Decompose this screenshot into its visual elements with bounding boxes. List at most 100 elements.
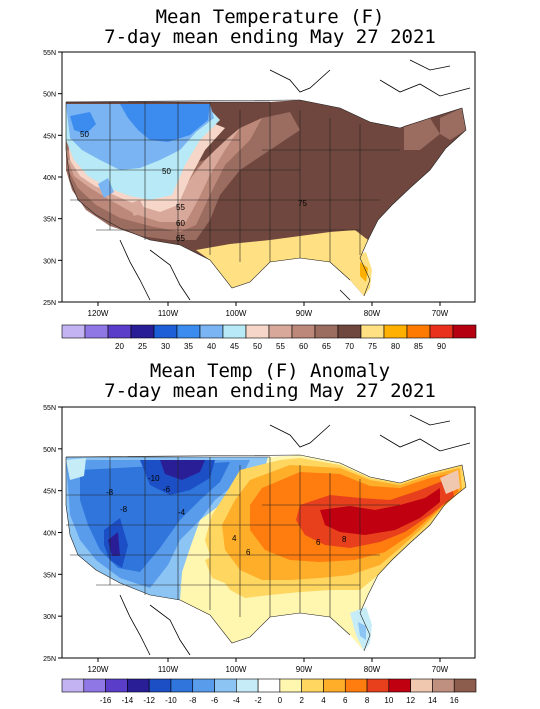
colorbar-label: 85 [414, 342, 423, 351]
colorbar-label: 2 [299, 696, 304, 705]
colorbar-label: 30 [161, 342, 170, 351]
colorbar-label: 4 [321, 696, 326, 705]
map1: 50 50 55 60 65 75 55N50N45N40N35N30N25N … [43, 50, 477, 351]
colorbar-swatch [323, 678, 346, 693]
colorbar-swatch [268, 324, 293, 339]
colorbar-label: 40 [207, 342, 216, 351]
colorbar-label: 16 [450, 696, 459, 705]
map1-contour-label: 65 [176, 234, 185, 243]
map1-temperature-field [66, 100, 466, 296]
colorbar-label: 20 [115, 342, 124, 351]
map2-contour-label: 8 [342, 535, 347, 544]
map1-contour-labels: 50 50 55 60 65 75 [80, 130, 307, 243]
colorbar-swatch [214, 678, 237, 693]
colorbar-swatch [236, 678, 259, 693]
lon-label: 80W [364, 309, 381, 318]
colorbar-swatch [410, 678, 433, 693]
colorbar-swatch [429, 324, 454, 339]
colorbar-swatch [360, 324, 385, 339]
map1-title-line1: Mean Temperature (F) [155, 6, 385, 28]
colorbar-swatch [130, 324, 155, 339]
map1-latitude-axis: 55N 50N 45N 40N 35N 30N 25N [43, 50, 62, 307]
lat-label: 40N [43, 531, 56, 538]
colorbar-label: 65 [322, 342, 331, 351]
map1-contour-label: 50 [162, 167, 171, 176]
colorbar-label: 80 [391, 342, 400, 351]
lon-label: 100W [226, 309, 247, 318]
colorbar-swatch [366, 678, 390, 693]
colorbar-label: 50 [253, 342, 262, 351]
lon-label: 100W [226, 665, 247, 674]
colorbar-label: 8 [365, 696, 370, 705]
colorbar-label: -16 [100, 696, 112, 705]
colorbar-label: 75 [368, 342, 377, 351]
colorbar-swatch [279, 678, 302, 693]
colorbar-label: -14 [122, 696, 134, 705]
colorbar-label: 14 [428, 696, 437, 705]
lat-label: 45N [43, 133, 56, 140]
lat-label: 35N [43, 217, 56, 224]
colorbar-swatch [105, 678, 128, 693]
colorbar-swatch [107, 324, 132, 339]
lat-label: 45N [43, 489, 56, 496]
lon-label: 90W [296, 309, 313, 318]
colorbar-swatch [61, 324, 86, 339]
colorbar-label: 25 [138, 342, 147, 351]
map2-contour-label: -8 [106, 488, 114, 497]
map1-state-borders [65, 99, 467, 297]
map1-contour-label: 50 [80, 130, 89, 139]
lon-label: 110W [158, 309, 179, 318]
colorbar-swatch [192, 678, 215, 693]
map2-contour-labels: -10 -6 -8 -8 -4 4 6 6 8 [106, 474, 347, 557]
lat-label: 50N [43, 447, 56, 454]
map2-contour-label: 4 [232, 534, 237, 543]
lat-label: 25N [43, 300, 56, 307]
map2-title-line1: Mean Temp (F) Anomaly [149, 360, 391, 382]
colorbar-label: -6 [211, 696, 219, 705]
colorbar-swatch [452, 324, 477, 339]
map1-title-line2: 7-day mean ending May 27 2021 [104, 26, 436, 48]
colorbar-label: -10 [165, 696, 177, 705]
colorbar-label: 35 [184, 342, 193, 351]
colorbar-swatch [337, 324, 362, 339]
colorbar-swatch [406, 324, 431, 339]
lon-label: 70W [432, 665, 449, 674]
colorbar-label: 10 [384, 696, 393, 705]
colorbar-label: 90 [437, 342, 446, 351]
map1-contour-label: 55 [176, 203, 185, 212]
colorbar-swatch [388, 678, 411, 693]
colorbar-label: -8 [189, 696, 197, 705]
colorbar-label: 12 [406, 696, 415, 705]
map2-contour-label: -8 [120, 505, 128, 514]
lat-label: 30N [43, 614, 56, 621]
lat-label: 25N [43, 656, 56, 663]
colorbar-swatch [453, 678, 477, 693]
colorbar-swatch [291, 324, 316, 339]
colorbar-swatch [176, 324, 201, 339]
colorbar-swatch [245, 324, 270, 339]
colorbar-label: 70 [345, 342, 354, 351]
colorbar-swatch [83, 678, 106, 693]
map2-contour-label: -10 [148, 474, 160, 483]
map1-contour-label: 75 [298, 199, 307, 208]
lon-label: 120W [88, 665, 109, 674]
colorbar-label: 60 [299, 342, 308, 351]
map2-colorbar: -16 -14 -12 -10 -8 -6 -4 -2 0 2 4 6 8 10 12 14 16 [61, 678, 477, 705]
colorbar-label: -4 [233, 696, 241, 705]
map1-contour-label: 60 [176, 219, 185, 228]
colorbar-label: 45 [230, 342, 239, 351]
map2-contour-label: -4 [178, 508, 186, 517]
colorbar-swatch [432, 678, 455, 693]
lat-label: 35N [43, 572, 56, 579]
map2-longitude-axis: 120W 110W 100W 90W 80W 70W [88, 658, 449, 674]
colorbar-swatch [170, 678, 194, 693]
map2-contour-label: 6 [316, 538, 321, 547]
colorbar-swatch [222, 324, 247, 339]
map2: -10 -6 -8 -8 -4 4 6 6 8 55N 50N 45N 40N 35N 3… [43, 405, 477, 705]
lat-label: 40N [43, 175, 56, 182]
map2-latitude-axis: 55N 50N 45N 40N 35N 30N 25N [43, 405, 62, 663]
colorbar-swatch [148, 678, 172, 693]
colorbar-swatch [61, 678, 85, 693]
lat-label: 30N [43, 258, 56, 265]
